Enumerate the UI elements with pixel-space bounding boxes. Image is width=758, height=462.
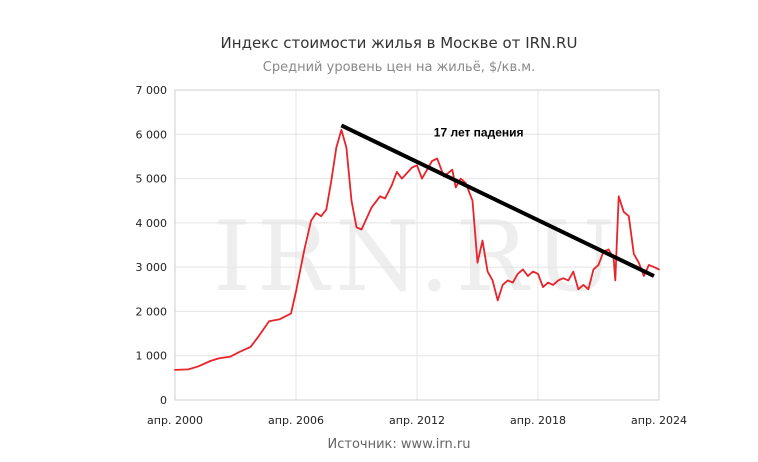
- x-tick-label: апр. 2018: [510, 414, 566, 427]
- trend-line: [340, 123, 655, 278]
- chart-subtitle: Средний уровень цен на жильё, $/кв.м.: [262, 60, 536, 75]
- y-tick-label: 1 000: [136, 350, 168, 363]
- y-tick-label: 5 000: [136, 173, 168, 186]
- series-layer: [174, 129, 660, 371]
- source-credit: Источник: www.irn.ru: [327, 437, 471, 452]
- plot-frame: [174, 89, 660, 401]
- y-tick-label: 2 000: [136, 305, 168, 318]
- x-tick-label: апр. 2000: [147, 414, 203, 427]
- axis-layer: 0 1 000 2 000 3 000 4 000 5 000 6 000 7 000 апр.…: [136, 84, 687, 427]
- watermark-text: IRN.RU: [213, 201, 621, 313]
- trend-annotation-label: 17 лет падения: [434, 126, 524, 140]
- x-tick-label: апр. 2024: [631, 414, 687, 427]
- y-tick-label: 4 000: [136, 217, 168, 230]
- price-series-line: [174, 129, 660, 371]
- x-tick-label: апр. 2012: [389, 414, 445, 427]
- y-tick-label: 6 000: [136, 128, 168, 141]
- y-tick-label: 3 000: [136, 261, 168, 274]
- chart-title: Индекс стоимости жилья в Москве от IRN.R…: [220, 34, 578, 52]
- annotation-layer: 17 лет падения: [340, 123, 655, 278]
- y-tick-label: 7 000: [136, 84, 168, 97]
- y-tick-label: 0: [160, 394, 167, 407]
- x-tick-label: апр. 2006: [268, 414, 324, 427]
